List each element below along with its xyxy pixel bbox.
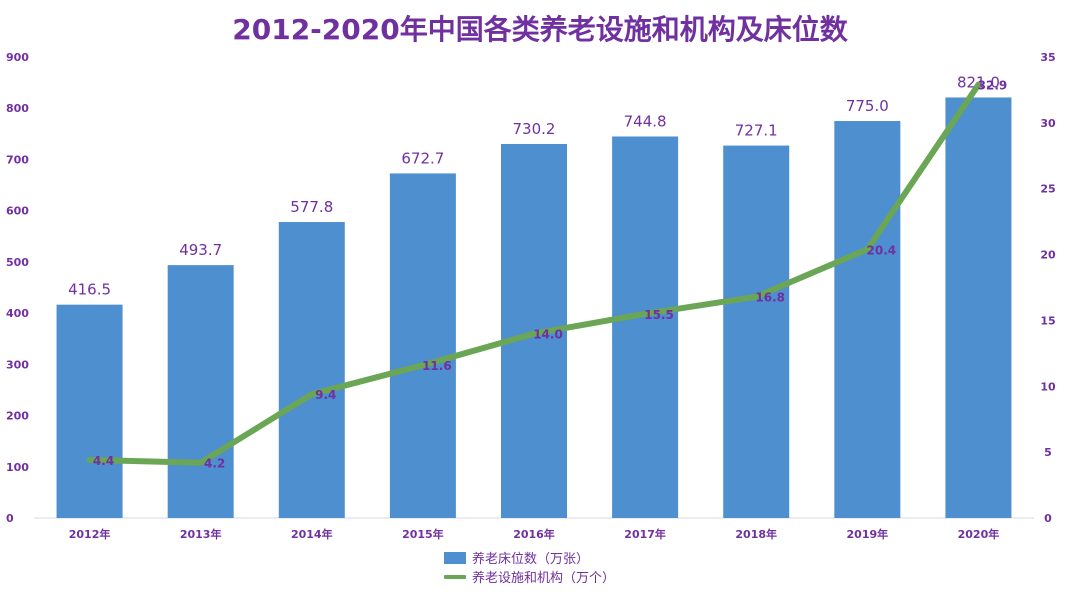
line-value-label: 16.8 bbox=[755, 291, 785, 305]
chart-title: 2012-2020年中国各类养老设施和机构及床位数 bbox=[232, 13, 848, 46]
bar bbox=[167, 265, 234, 518]
bar-value-label: 744.8 bbox=[624, 112, 667, 130]
bar-value-label: 416.5 bbox=[68, 281, 111, 299]
x-axis-tick-label: 2016年 bbox=[513, 527, 555, 541]
x-axis-tick-label: 2012年 bbox=[69, 527, 111, 541]
line-value-label: 32.9 bbox=[978, 79, 1008, 93]
bar-value-label: 727.1 bbox=[735, 122, 778, 140]
legend-swatch-line bbox=[444, 574, 466, 579]
left-axis-tick-label: 300 bbox=[6, 358, 29, 371]
chart-legend: 养老床位数（万张） 养老设施和机构（万个） bbox=[444, 548, 615, 586]
line-value-label: 20.4 bbox=[867, 243, 897, 257]
x-axis-tick-label: 2015年 bbox=[402, 527, 444, 541]
left-axis-tick-label: 0 bbox=[6, 512, 14, 525]
legend-label-line: 养老设施和机构（万个） bbox=[472, 571, 616, 586]
x-axis-tick-label: 2014年 bbox=[291, 527, 333, 541]
left-axis-tick-label: 800 bbox=[6, 102, 29, 115]
legend-item-bar: 养老床位数（万张） bbox=[444, 548, 615, 567]
right-axis-tick-label: 5 bbox=[1044, 446, 1052, 459]
right-axis-tick-label: 25 bbox=[1040, 183, 1055, 196]
x-axis-tick-label: 2020年 bbox=[958, 527, 1000, 541]
bar bbox=[723, 145, 790, 518]
line-value-label: 4.4 bbox=[93, 454, 114, 468]
bar-value-label: 577.8 bbox=[290, 198, 333, 216]
bar bbox=[278, 222, 345, 518]
bar bbox=[945, 97, 1012, 519]
line-value-label: 11.6 bbox=[422, 359, 452, 373]
legend-label-bar: 养老床位数（万张） bbox=[472, 552, 590, 567]
bar bbox=[834, 121, 901, 519]
bar-value-label: 672.7 bbox=[401, 149, 444, 167]
right-axis-tick-label: 30 bbox=[1040, 117, 1056, 130]
left-axis-tick-label: 700 bbox=[6, 153, 29, 166]
left-axis-tick-label: 400 bbox=[6, 307, 29, 320]
x-axis-tick-label: 2013年 bbox=[180, 527, 222, 541]
left-axis-tick-label: 900 bbox=[6, 51, 29, 64]
bar bbox=[612, 136, 679, 518]
line-value-label: 14.0 bbox=[533, 328, 563, 342]
line-value-label: 9.4 bbox=[315, 388, 336, 402]
x-axis-tick-label: 2019年 bbox=[847, 527, 889, 541]
bar bbox=[56, 304, 123, 518]
left-axis-tick-label: 100 bbox=[6, 461, 29, 474]
legend-item-line: 养老设施和机构（万个） bbox=[444, 567, 615, 586]
left-axis-tick-label: 600 bbox=[6, 205, 29, 218]
left-axis-tick-label: 200 bbox=[6, 410, 29, 423]
bar bbox=[389, 173, 456, 519]
bar-value-label: 775.0 bbox=[846, 97, 889, 115]
line-value-label: 15.5 bbox=[644, 308, 674, 322]
right-axis-tick-label: 20 bbox=[1040, 249, 1056, 262]
line-value-label: 4.2 bbox=[204, 457, 225, 471]
bar-value-label: 493.7 bbox=[179, 241, 222, 259]
legend-swatch-bar bbox=[444, 551, 466, 564]
right-axis-tick-label: 15 bbox=[1040, 314, 1055, 327]
left-axis-tick-label: 500 bbox=[6, 256, 29, 269]
x-axis-tick-label: 2018年 bbox=[735, 527, 777, 541]
line-series bbox=[86, 81, 982, 466]
right-axis-tick-label: 10 bbox=[1040, 380, 1056, 393]
right-axis-tick-label: 35 bbox=[1040, 51, 1055, 64]
bar-value-label: 730.2 bbox=[513, 120, 556, 138]
x-axis-tick-label: 2017年 bbox=[624, 527, 666, 541]
right-axis-tick-label: 0 bbox=[1044, 512, 1052, 525]
